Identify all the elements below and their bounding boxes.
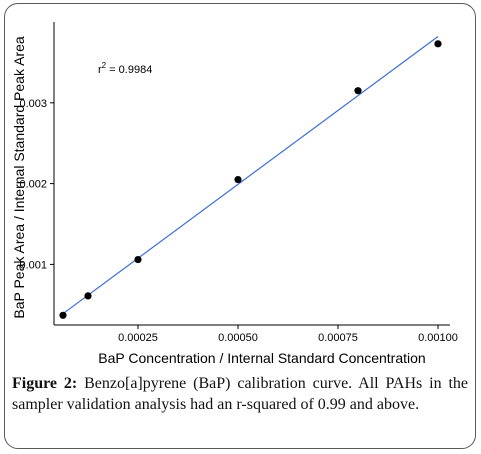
x-tick-label: 0.00075 [318, 332, 358, 344]
ticks: 0.00025 0.00050 0.00075 0.00100 0.001 0.002 0.… [19, 98, 457, 344]
fit-line-group [62, 36, 439, 315]
data-point [59, 311, 67, 319]
x-tick-label: 0.00100 [418, 332, 458, 344]
r-squared-annotation: r2 = 0.9984 [98, 61, 152, 76]
data-point [354, 87, 362, 95]
data-point [84, 292, 92, 300]
y-tick-label: 0.001 [19, 259, 47, 271]
r-squared-value: = 0.9984 [106, 64, 152, 76]
x-tick-label: 0.00025 [118, 332, 158, 344]
r-squared-prefix: r [98, 64, 102, 76]
fit-line [62, 36, 439, 315]
y-tick-label: 0.002 [19, 179, 47, 191]
y-axis-label: BaP Peak Area / Internal Standard Peak A… [11, 36, 27, 318]
x-tick-label: 0.00050 [218, 332, 258, 344]
caption-text: Benzo[a]pyrene (BaP) calibration curve. … [12, 375, 468, 413]
data-point [434, 40, 442, 48]
data-points [59, 40, 442, 319]
r-squared-superscript: 2 [102, 61, 107, 70]
caption-label: Figure 2: [12, 375, 78, 392]
y-tick-label: 0.003 [19, 98, 47, 110]
data-point [234, 175, 242, 184]
data-point [134, 255, 142, 264]
figure-frame [4, 3, 476, 449]
axes [53, 22, 450, 326]
x-axis-label: BaP Concentration / Internal Standard Co… [98, 350, 425, 366]
figure-caption: Figure 2: Benzo[a]pyrene (BaP) calibrati… [12, 373, 468, 415]
